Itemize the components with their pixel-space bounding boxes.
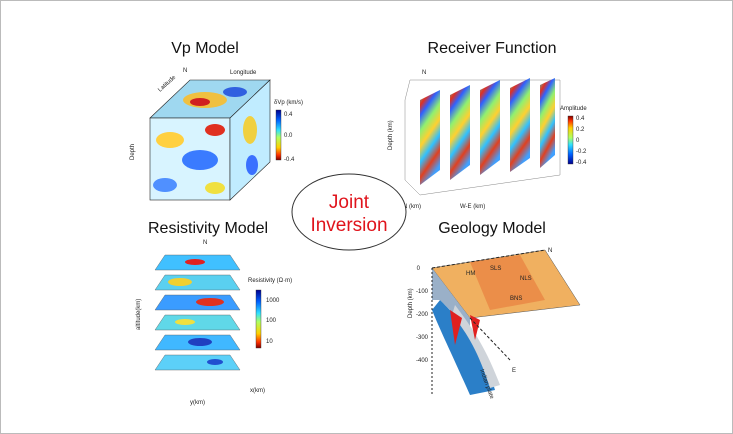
label: BNS <box>510 296 522 302</box>
label: E <box>512 368 516 374</box>
colorbar-tick: -0.4 <box>284 157 295 163</box>
depth-tick: -300 <box>416 335 429 341</box>
colorbar-tick: 0.4 <box>284 112 293 118</box>
colorbar-tick: 10 <box>266 339 273 345</box>
depth-tick: -100 <box>416 289 429 295</box>
depth-tick: -400 <box>416 358 429 364</box>
center-ellipse <box>291 173 407 251</box>
panel-title: Resistivity Model <box>148 220 268 237</box>
colorbar-tick: 0.0 <box>284 133 293 139</box>
geology-block <box>431 249 581 395</box>
label: N <box>422 70 426 76</box>
panel-title: Geology Model <box>438 220 546 237</box>
vp-cube <box>149 79 282 201</box>
axis-label: Depth (km) <box>388 120 394 150</box>
axis-label: altitude(km) <box>136 299 142 330</box>
colorbar-tick: 1000 <box>266 298 280 304</box>
label: HM <box>466 271 475 277</box>
label: N <box>203 240 207 246</box>
depth-tick: 0 <box>417 266 421 272</box>
colorbar-tick: -0.4 <box>576 160 587 166</box>
colorbar-tick: 100 <box>266 318 277 324</box>
label: N <box>183 68 187 74</box>
colorbar-tick: 0.2 <box>576 127 585 133</box>
label: S-N (km) <box>397 204 421 210</box>
label: x(km) <box>250 388 265 394</box>
depth-tick: -200 <box>416 312 429 318</box>
panel-title: Receiver Function <box>428 40 557 57</box>
colorbar-label: Resistivity (Ω·m) <box>248 278 292 284</box>
rf-sections <box>404 78 574 196</box>
colorbar-label: δVp (km/s) <box>274 100 303 106</box>
label: W-E (km) <box>460 204 485 210</box>
label: y(km) <box>190 400 205 406</box>
resistivity-layers <box>154 254 262 371</box>
center-text: Joint <box>329 192 370 213</box>
colorbar-tick: -0.2 <box>576 149 587 155</box>
label: Longitude <box>230 70 257 76</box>
axis-label: Depth <box>130 144 136 160</box>
colorbar-tick: 0 <box>576 138 580 144</box>
label: N <box>548 248 552 254</box>
colorbar-label: Amplitude <box>560 106 587 112</box>
colorbar-tick: 0.4 <box>576 116 585 122</box>
panel-title: Vp Model <box>171 40 239 57</box>
axis-label: Depth (km) <box>408 288 414 318</box>
label: NLS <box>520 276 532 282</box>
center-text: Inversion <box>310 215 387 236</box>
label: SLS <box>490 266 501 272</box>
